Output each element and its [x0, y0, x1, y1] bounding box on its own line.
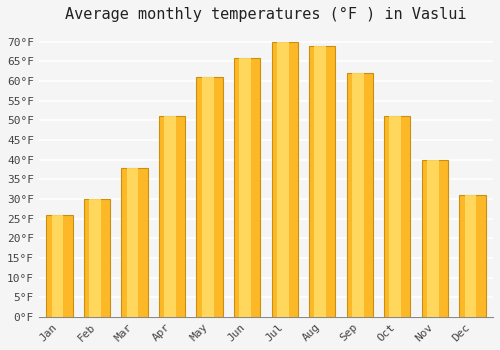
Bar: [122, 168, 148, 317]
Bar: [272, 42, 298, 317]
Bar: [390, 117, 402, 317]
Bar: [309, 46, 336, 317]
Bar: [46, 215, 72, 317]
Bar: [346, 73, 373, 317]
Bar: [384, 117, 410, 317]
Bar: [89, 199, 101, 317]
Bar: [164, 117, 176, 317]
Bar: [314, 46, 326, 317]
Bar: [159, 117, 185, 317]
Bar: [464, 195, 476, 317]
Bar: [240, 57, 251, 317]
Bar: [277, 42, 288, 317]
Bar: [126, 168, 138, 317]
Title: Average monthly temperatures (°F ) in Vaslui: Average monthly temperatures (°F ) in Va…: [65, 7, 466, 22]
Bar: [234, 57, 260, 317]
Bar: [196, 77, 223, 317]
Bar: [52, 215, 64, 317]
Bar: [84, 199, 110, 317]
Bar: [427, 160, 439, 317]
Bar: [202, 77, 213, 317]
Bar: [422, 160, 448, 317]
Bar: [352, 73, 364, 317]
Bar: [460, 195, 485, 317]
